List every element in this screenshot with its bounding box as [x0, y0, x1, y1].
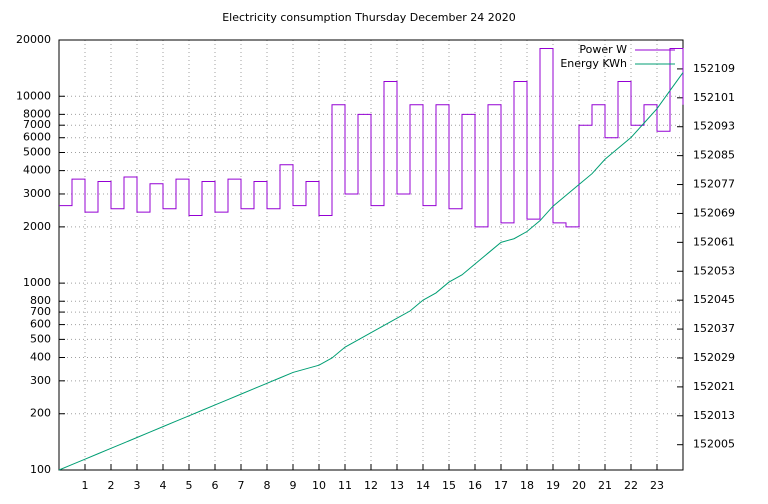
- y2-tick-label: 152021: [693, 380, 735, 393]
- chart-title: Electricity consumption Thursday Decembe…: [222, 11, 516, 24]
- x-tick-label: 13: [390, 479, 404, 492]
- y2-tick-label: 152005: [693, 438, 735, 451]
- y-tick-label: 4000: [23, 164, 51, 177]
- y2-tick-label: 152029: [693, 351, 735, 364]
- x-tick-label: 23: [650, 479, 664, 492]
- x-tick-label: 16: [468, 479, 482, 492]
- x-tick-label: 15: [442, 479, 456, 492]
- series-line: [58, 72, 684, 471]
- legend-label: Energy KWh: [560, 57, 627, 70]
- x-tick-label: 17: [494, 479, 508, 492]
- x-tick-label: 11: [338, 479, 352, 492]
- y-tick-label: 10000: [16, 89, 51, 102]
- x-tick-label: 12: [364, 479, 378, 492]
- y-tick-label: 200: [30, 407, 51, 420]
- y2-tick-label: 152093: [693, 120, 735, 133]
- y-tick-label: 700: [30, 305, 51, 318]
- y2-tick-label: 152085: [693, 149, 735, 162]
- y-tick-label: 100: [30, 463, 51, 476]
- y2-tick-label: 152013: [693, 409, 735, 422]
- y2-tick-label: 152061: [693, 235, 735, 248]
- y-tick-label: 500: [30, 332, 51, 345]
- series-line: [59, 48, 684, 228]
- y-tick-label: 1000: [23, 276, 51, 289]
- y-tick-label: 6000: [23, 131, 51, 144]
- x-tick-label: 5: [186, 479, 193, 492]
- y2-tick-label: 152077: [693, 178, 735, 191]
- plot-frame: [58, 39, 684, 471]
- x-tick-label: 1: [82, 479, 89, 492]
- x-tick-label: 6: [212, 479, 219, 492]
- x-tick-label: 20: [572, 479, 586, 492]
- x-tick-label: 3: [134, 479, 141, 492]
- y2-tick-label: 152069: [693, 206, 735, 219]
- y2-tick-label: 152053: [693, 264, 735, 277]
- x-tick-label: 14: [416, 479, 430, 492]
- x-tick-label: 22: [624, 479, 638, 492]
- y-tick-label: 5000: [23, 146, 51, 159]
- x-tick-label: 18: [520, 479, 534, 492]
- x-tick-label: 4: [160, 479, 167, 492]
- legend-label: Power W: [579, 43, 627, 56]
- y-tick-label: 3000: [23, 187, 51, 200]
- y2-tick-label: 152101: [693, 91, 735, 104]
- x-tick-label: 8: [264, 479, 271, 492]
- y-tick-label: 7000: [23, 118, 51, 131]
- x-tick-label: 19: [546, 479, 560, 492]
- y-tick-label: 20000: [16, 33, 51, 46]
- x-tick-label: 9: [290, 479, 297, 492]
- y-tick-label: 300: [30, 374, 51, 387]
- x-tick-label: 21: [598, 479, 612, 492]
- x-tick-label: 7: [238, 479, 245, 492]
- y2-tick-label: 152109: [693, 62, 735, 75]
- y-tick-label: 2000: [23, 220, 51, 233]
- y-tick-label: 400: [30, 350, 51, 363]
- y-tick-label: 800: [30, 294, 51, 307]
- y2-tick-label: 152037: [693, 322, 735, 335]
- x-tick-label: 2: [108, 479, 115, 492]
- x-tick-label: 10: [312, 479, 326, 492]
- y2-tick-label: 152045: [693, 293, 735, 306]
- y-tick-label: 8000: [23, 107, 51, 120]
- y-tick-label: 600: [30, 318, 51, 331]
